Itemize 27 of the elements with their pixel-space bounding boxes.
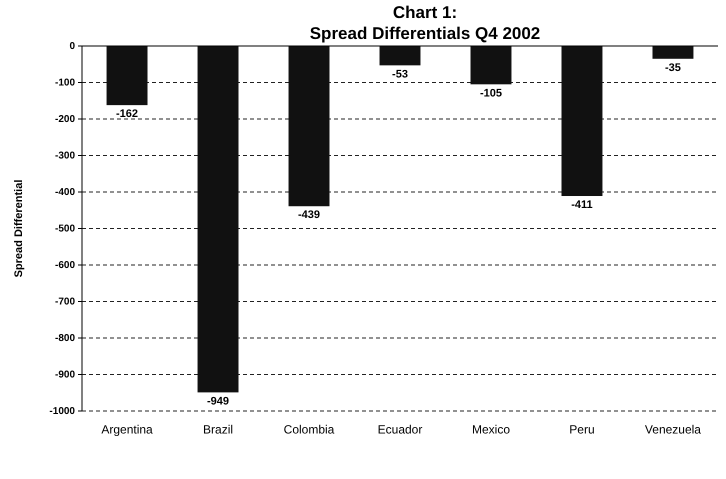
data-label: -439 [298,209,320,222]
x-tick-label: Peru [569,422,595,437]
y-tick-label: -200 [54,114,76,126]
data-label: -949 [207,395,230,408]
y-tick-label: -100 [54,78,76,89]
y-tick-label: -300 [54,150,76,162]
x-tick-label: Venezuela [644,422,702,437]
data-label: -105 [480,87,502,100]
x-tick-label: Ecuador [378,422,422,437]
y-tick-label: 0 [69,41,76,52]
y-tick-label: -1000 [49,406,76,418]
data-label: -35 [665,62,681,74]
y-tick-label: -500 [54,224,76,235]
data-label: -162 [116,108,138,120]
y-tick-label: -900 [54,370,76,381]
data-label: -411 [571,199,593,212]
x-tick-label: Brazil [203,422,234,437]
y-axis-title: Spread Differential [13,180,25,278]
chart-title: Chart 1: Spread Differentials Q4 2002 [310,3,540,43]
data-label: -53 [392,68,408,80]
x-tick-label: Argentina [101,422,154,437]
y-tick-label: -700 [54,296,76,308]
x-tick-label: Mexico [472,422,510,437]
y-tick-label: -400 [54,187,76,198]
y-tick-label: -600 [54,260,76,272]
y-tick-label: -800 [54,333,76,344]
x-tick-label: Colombia [284,422,335,437]
